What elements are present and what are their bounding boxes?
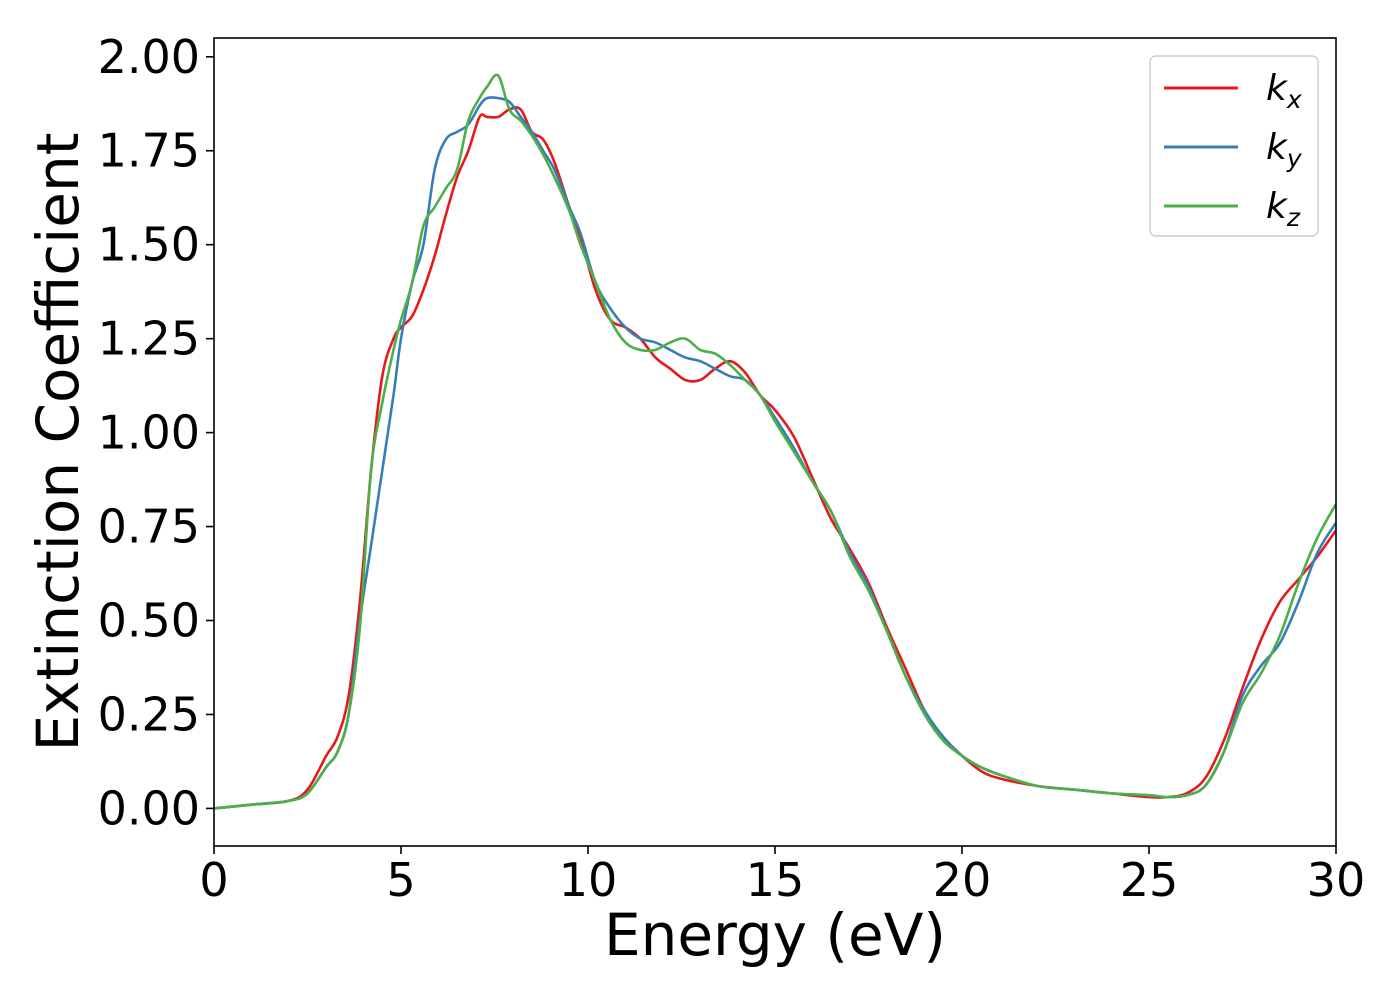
x-tick-label: 10 (559, 853, 618, 907)
legend-item-kz: kz (1164, 186, 1301, 232)
y-axis-title: Extinction Coefficient (24, 133, 92, 752)
y-tick-label: 2.00 (98, 30, 200, 84)
y-tick-label: 0.50 (98, 594, 200, 648)
y-tick-label: 1.50 (98, 218, 200, 272)
legend: kx ky kz (1149, 55, 1319, 237)
x-tick-label: 5 (386, 853, 415, 907)
y-axis: 0.00 0.25 0.50 0.75 1.00 1.25 1.50 1.75 2.00 (98, 30, 214, 835)
y-tick-label: 0.25 (98, 687, 200, 741)
x-tick-label: 15 (746, 853, 805, 907)
x-axis-title: Energy (eV) (604, 901, 946, 969)
y-tick-label: 0.75 (98, 500, 200, 554)
x-tick-label: 25 (1120, 853, 1179, 907)
y-tick-label: 0.00 (98, 781, 200, 835)
x-tick-label: 0 (199, 853, 228, 907)
x-axis: 0 5 10 15 20 25 30 (199, 846, 1365, 907)
y-tick-label: 1.25 (98, 312, 200, 366)
x-tick-label: 30 (1307, 853, 1366, 907)
y-tick-label: 1.75 (98, 124, 200, 178)
legend-label: kz (1266, 186, 1301, 232)
x-tick-label: 20 (933, 853, 992, 907)
legend-item-kx: kx (1164, 68, 1302, 114)
legend-label: ky (1266, 127, 1303, 173)
y-tick-label: 1.00 (98, 406, 200, 460)
legend-item-ky: ky (1164, 127, 1303, 173)
series-layer (214, 73, 1336, 810)
legend-label: kx (1266, 68, 1302, 114)
series-line-kz (214, 73, 1336, 810)
